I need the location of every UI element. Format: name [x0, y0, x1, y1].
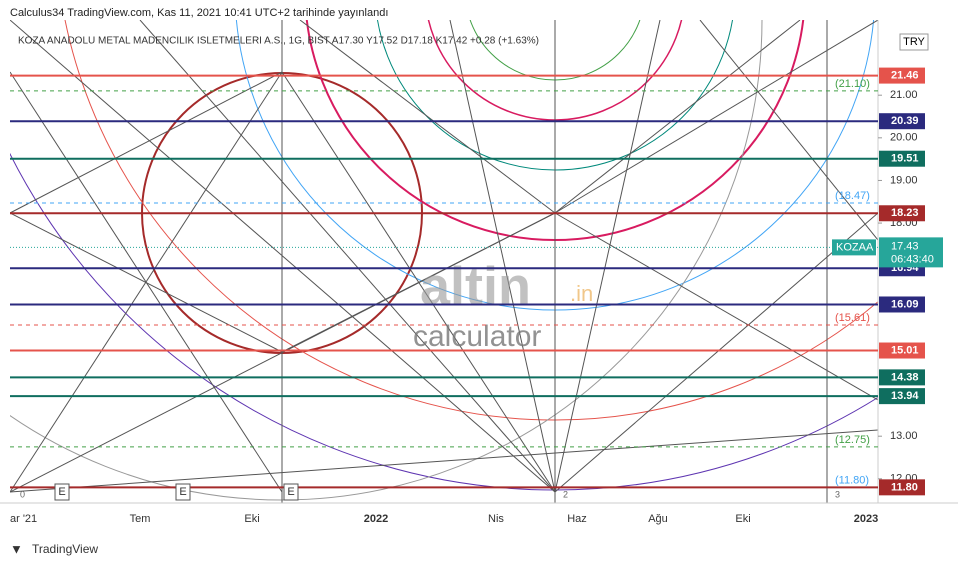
event-label: E — [287, 486, 294, 498]
level-tag — [879, 205, 925, 222]
event-marker — [283, 483, 299, 501]
price-tick-label: 21.00 — [890, 89, 918, 101]
time-label: Eki — [244, 513, 259, 525]
dashed-level-label: (11.80) — [835, 474, 869, 486]
symbol: KOZAA — [836, 241, 874, 253]
countdown: 06:43:40 — [891, 253, 934, 265]
price-tick-label: 13.00 — [890, 430, 918, 442]
price-tick-label: 20.00 — [890, 132, 918, 144]
watermark: altin — [420, 256, 531, 316]
level-tag — [879, 296, 925, 313]
symbol-tag — [832, 239, 876, 256]
level-label: 18.23 — [891, 207, 919, 219]
legend: KOZA ANADOLU METAL MADENCILIK ISLETMELER… — [18, 36, 539, 47]
level-tag — [879, 342, 925, 359]
time-label: ar '21 — [10, 513, 37, 525]
level-tag — [879, 369, 925, 386]
time-label: 2023 — [854, 513, 878, 525]
level-tag — [879, 479, 925, 496]
event-label: E — [179, 486, 186, 498]
level-label: 11.80 — [891, 481, 918, 493]
level-tag — [879, 67, 925, 84]
footer: TradingView — [32, 542, 98, 556]
dashed-level-label: (15.61) — [835, 312, 870, 324]
level-label: 13.94 — [891, 390, 919, 402]
time-label: Tem — [130, 513, 151, 525]
level-tag — [879, 388, 925, 405]
pivot-label: 3 — [835, 489, 840, 499]
time-label: Haz — [567, 513, 587, 525]
level-label: 14.38 — [891, 371, 919, 383]
level-label: 19.51 — [891, 153, 919, 165]
dashed-level-label: (21.10) — [835, 78, 870, 90]
price-tick-label: 19.00 — [890, 174, 918, 186]
pivot-label: 0 — [20, 489, 25, 499]
level-label: 20.39 — [891, 115, 919, 127]
time-label: Nis — [488, 513, 504, 525]
footer-logo: ▼ — [10, 541, 23, 556]
header: Calculus34 TradingView.com, Kas 11, 2021… — [10, 7, 388, 19]
dashed-level-label: (12.75) — [835, 434, 870, 446]
event-label: E — [58, 486, 65, 498]
gann-drawings — [10, 20, 878, 503]
event-marker — [54, 483, 70, 501]
currency-button[interactable] — [899, 33, 929, 51]
dashed-level-label: (18.47) — [835, 190, 870, 202]
level-tag — [879, 150, 925, 167]
time-label: Ağu — [648, 513, 668, 525]
pivot-label: 2 — [563, 489, 568, 499]
time-label: 2022 — [364, 513, 388, 525]
level-tag — [879, 113, 925, 130]
time-label: Eki — [735, 513, 750, 525]
current-label: 17.43 — [891, 240, 919, 252]
level-label: 15.01 — [891, 344, 919, 356]
event-marker — [175, 483, 191, 501]
level-label: 16.09 — [891, 298, 919, 310]
current-tag — [879, 237, 943, 268]
watermark: .in — [570, 281, 593, 306]
level-label: 21.46 — [891, 69, 919, 81]
currency[interactable]: TRY — [903, 36, 925, 48]
